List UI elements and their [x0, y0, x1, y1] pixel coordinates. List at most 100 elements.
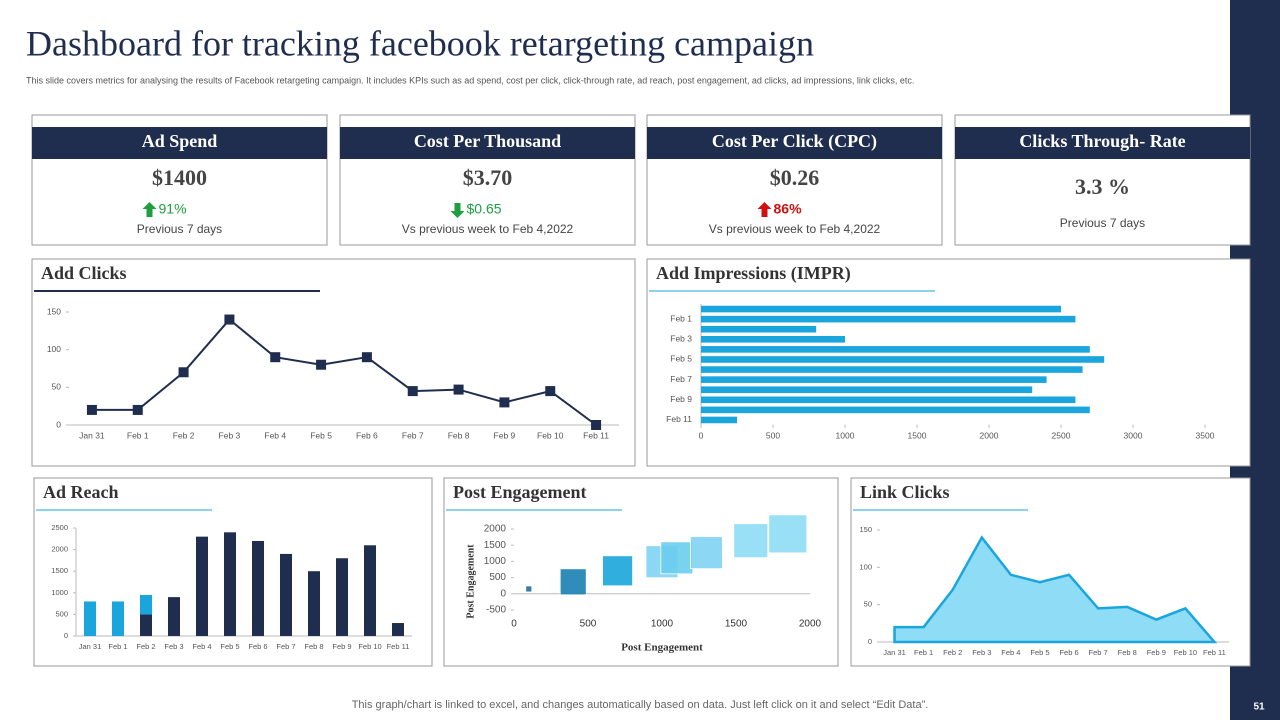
- x-tick-label: Feb 2: [136, 642, 155, 651]
- bar-segment: [224, 532, 236, 636]
- marker: [86, 404, 97, 415]
- x-tick-label: 2000: [799, 619, 822, 630]
- y-tick-label: Feb 1: [670, 313, 692, 323]
- x-tick-label: 1000: [836, 430, 855, 440]
- chart-title: Add Clicks: [41, 263, 127, 283]
- bubble: [559, 568, 587, 596]
- x-tick-label: Feb 3: [219, 430, 241, 440]
- x-tick-label: Feb 9: [332, 642, 351, 651]
- bar-segment: [308, 571, 320, 636]
- x-tick-label: Feb 6: [248, 642, 267, 651]
- kpi-change: 86%: [774, 201, 803, 217]
- bar: [701, 335, 845, 343]
- x-tick-label: Feb 1: [914, 648, 933, 657]
- y-tick-label: Feb 9: [670, 394, 692, 404]
- x-tick-label: 2500: [1052, 430, 1071, 440]
- y-tick-label: 150: [47, 306, 61, 316]
- bar-segment: [140, 594, 152, 615]
- kpi-change: 91%: [159, 201, 187, 217]
- area: [893, 535, 1218, 644]
- x-tick-label: Feb 11: [387, 642, 410, 651]
- y-tick-label: Feb 3: [670, 334, 692, 344]
- bar-segment: [140, 614, 152, 636]
- x-tick-label: Feb 3: [972, 648, 991, 657]
- x-tick-label: Feb 4: [264, 430, 286, 440]
- kpi-header: [955, 127, 1250, 159]
- slide-subtitle: This slide covers metrics for analysing …: [26, 75, 914, 85]
- footer-note: This graph/chart is linked to excel, and…: [352, 699, 929, 711]
- bar-segment: [84, 601, 96, 636]
- chart-panel: [443, 477, 839, 667]
- x-tick-label: Jan 31: [79, 430, 105, 440]
- x-tick-label: Feb 8: [1118, 648, 1137, 657]
- bar: [701, 325, 817, 333]
- kpi-note: Vs previous week to Feb 4,2022: [402, 222, 574, 236]
- y-tick-label: 0: [64, 631, 68, 640]
- kpi-label: Cost Per Click (CPC): [712, 131, 877, 152]
- bar: [701, 416, 737, 424]
- x-tick-label: Feb 5: [310, 430, 332, 440]
- bar: [701, 305, 1061, 313]
- kpi-label: Clicks Through- Rate: [1019, 131, 1185, 151]
- x-tick-label: 1500: [908, 430, 927, 440]
- chart-title: Link Clicks: [860, 482, 950, 502]
- x-tick-label: Feb 2: [943, 648, 962, 657]
- trend-arrow: [757, 202, 772, 217]
- marker: [361, 352, 372, 363]
- x-tick-label: 2000: [980, 430, 999, 440]
- y-tick-label: Feb 7: [670, 374, 692, 384]
- y-tick-label: 150: [859, 525, 872, 534]
- x-axis-title: Post Engagement: [621, 642, 703, 654]
- bubble: [690, 536, 723, 570]
- marker: [545, 386, 556, 397]
- kpi-label: Ad Spend: [142, 131, 218, 151]
- bar: [701, 366, 1083, 373]
- y-tick-label: 1500: [484, 540, 507, 551]
- bar-segment: [112, 601, 124, 636]
- bar-segment: [252, 540, 264, 636]
- bar-segment: [364, 545, 376, 636]
- bar: [701, 396, 1076, 404]
- x-tick-label: 1500: [725, 619, 748, 630]
- bar: [701, 406, 1090, 414]
- x-tick-label: Feb 10: [537, 430, 564, 440]
- x-tick-label: 1000: [651, 619, 674, 630]
- bar-segment: [336, 558, 348, 636]
- x-tick-label: Feb 4: [192, 642, 211, 651]
- bubble: [768, 514, 808, 554]
- bubble: [602, 555, 633, 587]
- x-tick-label: Feb 9: [1147, 648, 1166, 657]
- y-tick-label: 0: [56, 419, 61, 429]
- kpi-change: $0.65: [467, 201, 502, 217]
- x-tick-label: 0: [699, 430, 704, 440]
- x-tick-label: Feb 11: [583, 430, 609, 440]
- y-tick-label: Feb 5: [670, 354, 692, 364]
- bar: [701, 386, 1033, 394]
- x-tick-label: Jan 31: [883, 648, 906, 657]
- slide-title: Dashboard for tracking facebook retarget…: [26, 23, 814, 63]
- bubble: [525, 585, 533, 593]
- marker: [270, 352, 281, 363]
- x-tick-label: Feb 1: [127, 430, 149, 440]
- marker: [407, 386, 418, 397]
- y-tick-label: -500: [486, 605, 506, 616]
- kpi-note: Vs previous week to Feb 4,2022: [709, 222, 881, 236]
- chart-title: Add Impressions (IMPR): [656, 263, 851, 284]
- chart-title: Ad Reach: [43, 482, 119, 502]
- kpi-header: [32, 127, 327, 159]
- x-tick-label: Feb 2: [173, 430, 195, 440]
- bar: [701, 356, 1105, 363]
- y-tick-label: 50: [864, 600, 872, 609]
- y-tick-label: 1000: [484, 556, 507, 567]
- kpi-note: Previous 7 days: [137, 222, 222, 236]
- bar: [701, 346, 1090, 353]
- trend-arrow: [450, 203, 465, 218]
- y-tick-label: 100: [859, 562, 872, 571]
- x-tick-label: Feb 11: [1203, 648, 1226, 657]
- y-tick-label: 1000: [51, 588, 68, 597]
- y-tick-label: 500: [489, 572, 506, 583]
- x-tick-label: Feb 1: [108, 642, 127, 651]
- marker: [499, 397, 510, 408]
- x-tick-label: 3000: [1124, 430, 1143, 440]
- x-tick-label: 0: [511, 619, 517, 630]
